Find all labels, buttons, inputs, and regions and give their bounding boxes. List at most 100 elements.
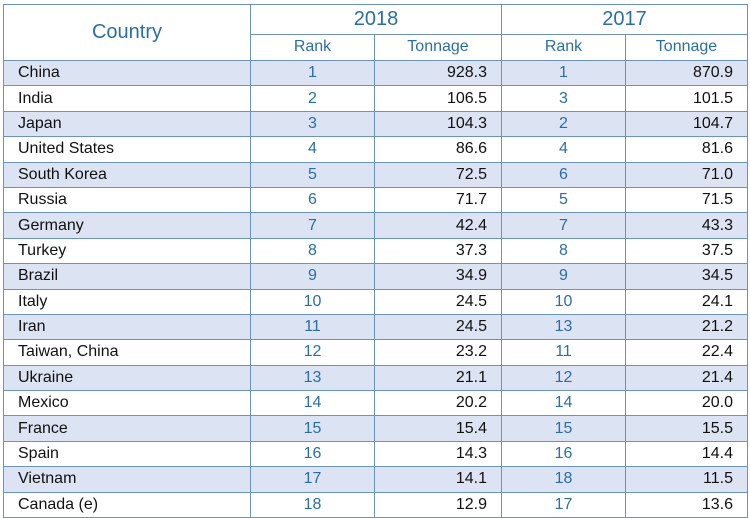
rank-2017-cell: 6: [501, 161, 626, 188]
rank-2018-cell: 14: [250, 390, 375, 417]
rank-2018-cell: 4: [250, 136, 375, 163]
country-cell: Vietnam: [3, 466, 251, 493]
tonnage-2017-cell: 21.4: [625, 364, 748, 392]
tonnage-2018-cell: 20.2: [374, 390, 502, 417]
table-row: Russia 6 71.7 5 71.5: [3, 186, 748, 214]
table-header: Country 2018 2017 Rank Tonnage Rank Tonn…: [3, 4, 748, 62]
rank-2017-cell: 4: [501, 136, 626, 163]
rank-2018-cell: 16: [250, 440, 375, 468]
tonnage-2017-cell: 15.5: [625, 415, 748, 442]
tonnage-2017-header: Tonnage: [625, 33, 748, 62]
rank-2017-cell: 10: [501, 288, 626, 315]
country-cell: South Korea: [3, 161, 251, 188]
tonnage-2018-cell: 14.3: [374, 440, 502, 468]
table-row: Japan 3 104.3 2 104.7: [3, 110, 748, 138]
table-row: Canada (e) 18 12.9 17 13.6: [3, 491, 748, 518]
table-row: Vietnam 17 14.1 18 11.5: [3, 466, 748, 493]
table-row: Turkey 8 37.3 8 37.5: [3, 237, 748, 265]
tonnage-2017-cell: 21.2: [625, 313, 748, 341]
table-row: Brazil 9 34.9 9 34.5: [3, 263, 748, 290]
rank-2017-cell: 12: [501, 364, 626, 392]
table-row: Italy 10 24.5 10 24.1: [3, 288, 748, 315]
country-cell: United States: [3, 136, 251, 163]
rank-2017-cell: 7: [501, 212, 626, 239]
country-column-header: Country: [3, 4, 251, 61]
country-cell: Spain: [3, 440, 251, 468]
tonnage-2017-cell: 104.7: [625, 110, 748, 138]
tonnage-2018-cell: 72.5: [374, 161, 502, 188]
country-cell: Ukraine: [3, 364, 251, 392]
tonnage-2018-cell: 42.4: [374, 212, 502, 239]
table-row: India 2 106.5 3 101.5: [3, 85, 748, 112]
rank-2018-cell: 18: [250, 491, 375, 518]
rank-2018-cell: 15: [250, 415, 375, 442]
tonnage-2017-cell: 81.6: [625, 136, 748, 163]
table-row: Mexico 14 20.2 14 20.0: [3, 390, 748, 417]
country-cell: China: [3, 59, 251, 87]
rank-2018-cell: 9: [250, 263, 375, 290]
table-row: Spain 16 14.3 16 14.4: [3, 440, 748, 468]
tonnage-2017-cell: 870.9: [625, 59, 748, 87]
table-row: South Korea 5 72.5 6 71.0: [3, 161, 748, 188]
tonnage-2017-cell: 14.4: [625, 440, 748, 468]
tonnage-2018-cell: 12.9: [374, 491, 502, 518]
table-row: Iran 11 24.5 13 21.2: [3, 313, 748, 341]
rank-2017-cell: 3: [501, 85, 626, 112]
rank-2017-cell: 5: [501, 186, 626, 214]
year-2018-header: 2018: [250, 4, 502, 35]
country-cell: France: [3, 415, 251, 442]
rank-2018-cell: 13: [250, 364, 375, 392]
country-cell: Japan: [3, 110, 251, 138]
country-cell: Iran: [3, 313, 251, 341]
rank-2018-header: Rank: [250, 33, 375, 62]
tonnage-2017-cell: 20.0: [625, 390, 748, 417]
rank-2017-cell: 2: [501, 110, 626, 138]
country-cell: Taiwan, China: [3, 339, 251, 366]
table-row: Ukraine 13 21.1 12 21.4: [3, 364, 748, 392]
rank-2018-cell: 11: [250, 313, 375, 341]
tonnage-2018-header: Tonnage: [374, 33, 502, 62]
tonnage-2018-cell: 106.5: [374, 85, 502, 112]
rank-2018-cell: 6: [250, 186, 375, 214]
country-tonnage-table: Country 2018 2017 Rank Tonnage Rank Tonn…: [3, 4, 748, 518]
country-cell: Italy: [3, 288, 251, 315]
tonnage-2017-cell: 71.5: [625, 186, 748, 214]
table-row: United States 4 86.6 4 81.6: [3, 136, 748, 163]
rank-2018-cell: 7: [250, 212, 375, 239]
tonnage-2018-cell: 23.2: [374, 339, 502, 366]
table-row: Taiwan, China 12 23.2 11 22.4: [3, 339, 748, 366]
tonnage-2017-cell: 101.5: [625, 85, 748, 112]
country-cell: India: [3, 85, 251, 112]
tonnage-2018-cell: 104.3: [374, 110, 502, 138]
tonnage-2018-cell: 37.3: [374, 237, 502, 265]
rank-2018-cell: 12: [250, 339, 375, 366]
rank-2017-cell: 15: [501, 415, 626, 442]
rank-2018-cell: 1: [250, 59, 375, 87]
rank-2018-cell: 3: [250, 110, 375, 138]
country-cell: Russia: [3, 186, 251, 214]
rank-2017-cell: 13: [501, 313, 626, 341]
rank-2018-cell: 10: [250, 288, 375, 315]
rank-2017-cell: 1: [501, 59, 626, 87]
table-row: China 1 928.3 1 870.9: [3, 59, 748, 87]
rank-2017-cell: 16: [501, 440, 626, 468]
tonnage-2018-cell: 21.1: [374, 364, 502, 392]
year-2017-header: 2017: [501, 4, 748, 35]
tonnage-2017-cell: 43.3: [625, 212, 748, 239]
tonnage-2018-cell: 928.3: [374, 59, 502, 87]
rank-2017-cell: 9: [501, 263, 626, 290]
country-cell: Turkey: [3, 237, 251, 265]
country-cell: Brazil: [3, 263, 251, 290]
table-row: France 15 15.4 15 15.5: [3, 415, 748, 442]
table-row: Germany 7 42.4 7 43.3: [3, 212, 748, 239]
rank-2017-cell: 18: [501, 466, 626, 493]
rank-2018-cell: 5: [250, 161, 375, 188]
rank-2017-cell: 11: [501, 339, 626, 366]
rank-2017-header: Rank: [501, 33, 626, 62]
tonnage-2017-cell: 34.5: [625, 263, 748, 290]
rank-2017-cell: 8: [501, 237, 626, 265]
tonnage-2018-cell: 15.4: [374, 415, 502, 442]
tonnage-2018-cell: 34.9: [374, 263, 502, 290]
rank-2018-cell: 8: [250, 237, 375, 265]
country-cell: Canada (e): [3, 491, 251, 518]
